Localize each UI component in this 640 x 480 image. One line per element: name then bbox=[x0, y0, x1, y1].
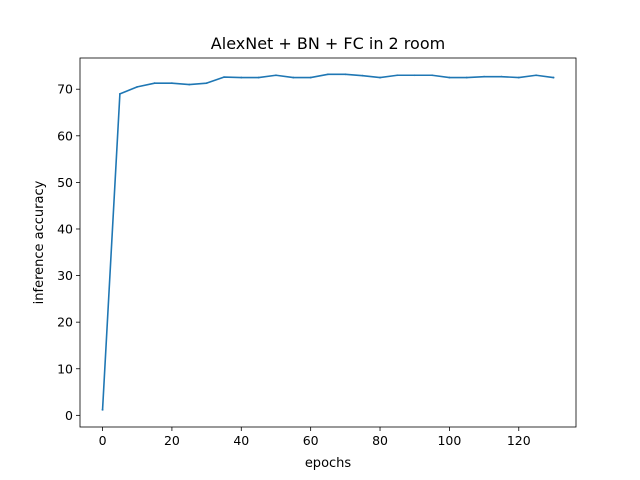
data-point bbox=[500, 75, 503, 78]
x-tick-label: 100 bbox=[437, 433, 461, 448]
y-tick-label: 70 bbox=[57, 82, 73, 97]
data-point bbox=[136, 85, 139, 88]
x-axis: 0 20 40 60 80 100 120 bbox=[99, 427, 531, 448]
data-point bbox=[223, 76, 225, 79]
y-tick-label: 20 bbox=[57, 315, 73, 330]
data-point bbox=[413, 74, 416, 77]
x-tick-label: 40 bbox=[233, 433, 249, 448]
data-point bbox=[379, 76, 381, 79]
x-axis-label: epochs bbox=[305, 456, 352, 471]
data-point bbox=[535, 74, 538, 77]
data-point bbox=[188, 83, 191, 86]
data-point bbox=[396, 74, 399, 77]
y-tick-label: 10 bbox=[57, 361, 73, 376]
axes-frame bbox=[79, 57, 577, 428]
data-point bbox=[552, 76, 555, 79]
data-point bbox=[275, 74, 277, 77]
y-axis: 0 10 20 30 40 50 60 70 bbox=[57, 82, 80, 423]
y-tick-label: 30 bbox=[57, 268, 73, 283]
data-point bbox=[153, 82, 156, 85]
data-point bbox=[327, 73, 329, 76]
data-point bbox=[361, 74, 364, 77]
y-tick-label: 60 bbox=[57, 128, 73, 143]
data-point bbox=[483, 75, 485, 78]
x-tick-label: 0 bbox=[99, 433, 107, 448]
data-point bbox=[309, 76, 312, 79]
data-point bbox=[448, 76, 451, 79]
data-point bbox=[205, 82, 208, 85]
data-point bbox=[240, 76, 243, 79]
y-tick-label: 0 bbox=[65, 408, 73, 423]
data-point bbox=[517, 76, 520, 79]
x-tick-label: 120 bbox=[507, 433, 531, 448]
plot-area bbox=[101, 73, 555, 411]
y-axis-label: inference accuracy bbox=[32, 180, 47, 304]
x-tick-label: 80 bbox=[372, 433, 388, 448]
data-point bbox=[431, 74, 433, 77]
chart-title: AlexNet + BN + FC in 2 room bbox=[211, 34, 445, 53]
data-point bbox=[292, 76, 295, 79]
data-point bbox=[257, 76, 260, 79]
y-tick-label: 50 bbox=[57, 175, 73, 190]
x-tick-label: 60 bbox=[303, 433, 319, 448]
data-point bbox=[344, 73, 347, 76]
data-point bbox=[118, 92, 121, 95]
y-tick-label: 40 bbox=[57, 221, 73, 236]
data-point bbox=[101, 408, 104, 411]
data-point bbox=[465, 76, 468, 79]
data-point bbox=[171, 82, 173, 85]
x-tick-label: 20 bbox=[164, 433, 180, 448]
